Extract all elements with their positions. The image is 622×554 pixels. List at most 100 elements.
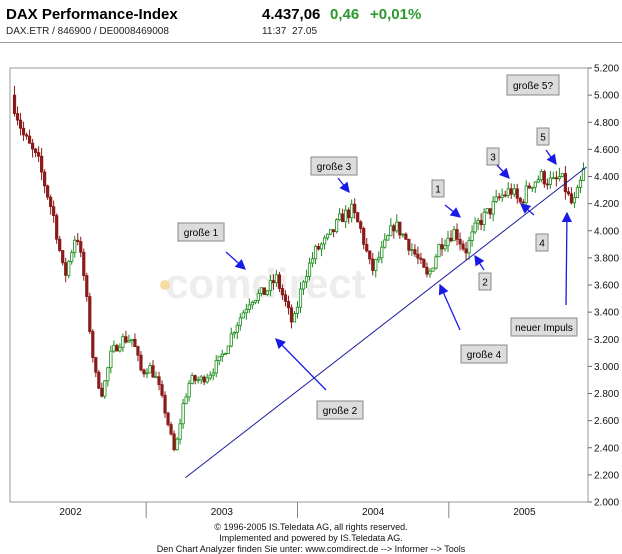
candle-body [437, 244, 441, 258]
footer-chart-analyzer-link[interactable]: Den Chart Analyzer finden Sie unter: www… [156, 544, 466, 554]
candle-body [64, 262, 68, 276]
candle-body [301, 281, 306, 290]
candle-body [184, 396, 188, 405]
candle-body [238, 317, 242, 326]
x-tick-label: 2004 [362, 507, 385, 518]
candle-body [347, 209, 351, 219]
annotation-box-w1 [431, 179, 445, 198]
candle-body [160, 384, 164, 396]
y-tick-label: 5.200 [594, 64, 619, 75]
x-tick-label: 2002 [59, 507, 82, 518]
y-tick-label: 4.600 [594, 145, 619, 156]
candle-body [473, 222, 477, 233]
candle-body [325, 233, 330, 239]
candle-body [518, 197, 522, 203]
arrow-w3 [496, 164, 510, 179]
y-tick-label: 3.000 [594, 362, 619, 373]
candle-body [527, 185, 531, 189]
arrow-w1 [444, 204, 462, 218]
candle-body [530, 186, 534, 189]
index-change-percent: +0,01% [370, 6, 422, 23]
candle-body [30, 142, 35, 150]
candle-body [428, 270, 432, 275]
candle-body [557, 176, 561, 180]
candle-body [416, 253, 420, 259]
candle-body [193, 375, 197, 381]
candle-body [142, 369, 146, 375]
quote-date: 27.05 [292, 26, 318, 37]
index-change: 0,46 [330, 6, 360, 23]
candle-body [109, 350, 113, 369]
candle-body [265, 290, 269, 296]
candle-body [181, 403, 185, 425]
candle-body [482, 211, 486, 226]
candle-body [175, 438, 179, 451]
candle-body [247, 304, 251, 310]
annotation-label-grosse-5: große 5? [513, 81, 553, 92]
candle-body [277, 274, 282, 289]
candle-body [106, 367, 110, 382]
arrow-grosse-2 [275, 338, 327, 391]
y-tick-label: 2.600 [594, 416, 619, 427]
candle-body [512, 188, 516, 195]
candle-body [338, 213, 342, 221]
candle-body [169, 424, 173, 435]
candle-body [491, 201, 495, 215]
candle-body [130, 338, 134, 342]
candle-body [229, 333, 233, 347]
candle-body [211, 372, 215, 376]
candle-body [166, 412, 170, 425]
candle-body [380, 246, 384, 259]
candle-body [124, 336, 128, 343]
candle-body [76, 239, 80, 243]
candle-body [371, 258, 375, 271]
candle-body [136, 346, 140, 356]
candle-body [178, 423, 182, 440]
annotation-box-w3 [486, 147, 500, 166]
candle-body [199, 376, 203, 381]
candle-body [280, 288, 285, 296]
candle-body [73, 239, 77, 254]
index-title: DAX Performance-Index [6, 6, 178, 23]
y-tick-label: 2.800 [594, 389, 619, 400]
y-tick-label: 2.000 [594, 498, 619, 509]
y-tick-label: 3.600 [594, 281, 619, 292]
y-tick-label: 5.000 [594, 91, 619, 102]
candle-body [548, 177, 552, 185]
y-tick-label: 4.000 [594, 226, 619, 237]
candle-body [362, 228, 366, 245]
candle-body [205, 377, 209, 383]
annotation-label-neuer-impuls: neuer Impuls [515, 323, 573, 334]
trend-line [185, 166, 587, 478]
candle-body [232, 332, 236, 335]
watermark-logo: comdirect [165, 260, 366, 307]
candle-body [94, 357, 98, 373]
candle-body [335, 219, 339, 233]
candle-body [82, 251, 86, 277]
annotation-box-grosse-5 [506, 74, 560, 96]
y-tick-label: 4.800 [594, 118, 619, 129]
candle-body [154, 376, 158, 379]
annotation-box-grosse-3 [310, 156, 358, 176]
candle-body [404, 233, 408, 240]
candle-body [350, 203, 354, 219]
candle-body [479, 220, 483, 226]
candle-body [91, 331, 95, 358]
candle-body [401, 233, 405, 236]
candle-body [139, 354, 143, 371]
y-tick-label: 4.200 [594, 199, 619, 210]
candle-body [455, 229, 459, 240]
candle-body [377, 257, 381, 261]
candle-body [509, 188, 513, 195]
annotation-label-grosse-1: große 1 [184, 228, 219, 239]
annotation-box-neuer-impuls [510, 317, 578, 337]
candle-body [268, 280, 273, 292]
candle-body [470, 231, 474, 241]
candle-body [190, 375, 194, 384]
arrow-w2 [474, 254, 485, 271]
candle-body [49, 196, 53, 208]
candle-body [449, 237, 453, 242]
candle-body [52, 206, 56, 216]
candle-body [443, 245, 447, 250]
